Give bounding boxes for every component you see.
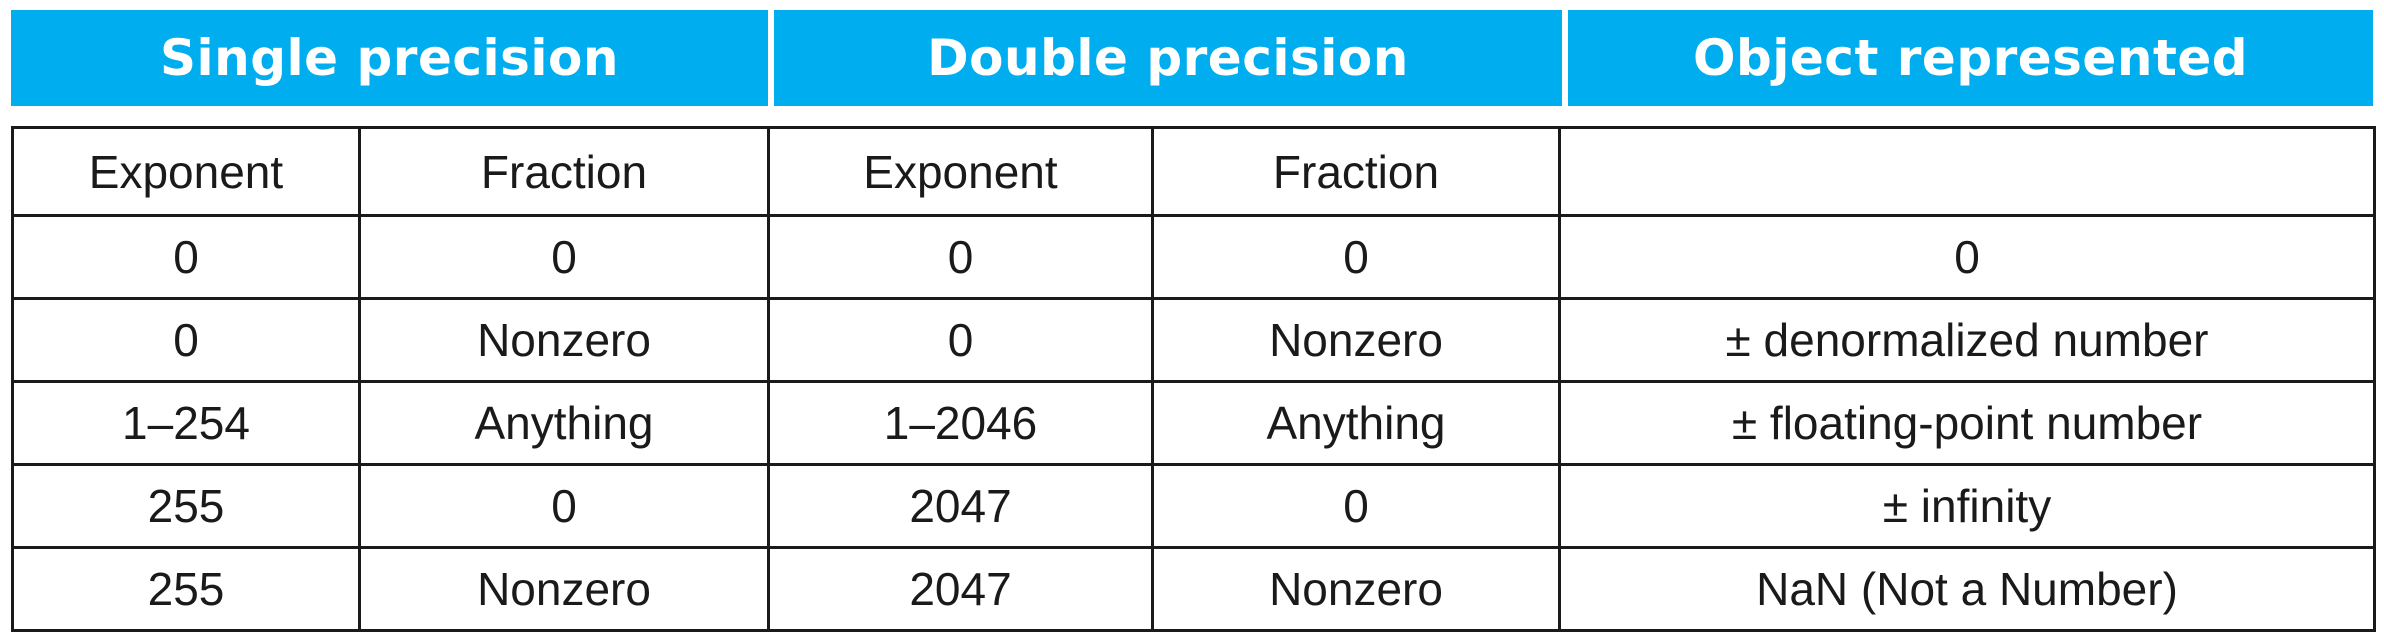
cell-double-exponent: 2047 xyxy=(767,546,1154,632)
cell-double-exponent: 0 xyxy=(767,214,1154,300)
table-row: 0 0 0 0 0 xyxy=(11,214,2376,300)
column-header-row: Exponent Fraction Exponent Fraction xyxy=(11,126,2376,217)
table-row: 1–254 Anything 1–2046 Anything ± floatin… xyxy=(11,380,2376,466)
table-group-header: Single precision Double precision Object… xyxy=(11,10,2373,106)
ieee754-encoding-table: Exponent Fraction Exponent Fraction 0 0 … xyxy=(11,126,2376,632)
cell-single-fraction: Nonzero xyxy=(358,297,770,383)
table-row: 255 Nonzero 2047 Nonzero NaN (Not a Numb… xyxy=(11,546,2376,632)
col-header-object xyxy=(1558,126,2376,217)
cell-double-exponent: 0 xyxy=(767,297,1154,383)
cell-single-fraction: Nonzero xyxy=(358,546,770,632)
col-header-single-fraction: Fraction xyxy=(358,126,770,217)
cell-single-fraction: Anything xyxy=(358,380,770,466)
cell-double-exponent: 2047 xyxy=(767,463,1154,549)
cell-double-exponent: 1–2046 xyxy=(767,380,1154,466)
cell-object: ± infinity xyxy=(1558,463,2376,549)
cell-single-fraction: 0 xyxy=(358,463,770,549)
cell-double-fraction: Anything xyxy=(1151,380,1561,466)
cell-double-fraction: 0 xyxy=(1151,214,1561,300)
table-row: 0 Nonzero 0 Nonzero ± denormalized numbe… xyxy=(11,297,2376,383)
cell-single-exponent: 1–254 xyxy=(11,380,361,466)
header-object-represented: Object represented xyxy=(1568,10,2373,106)
col-header-single-exponent: Exponent xyxy=(11,126,361,217)
cell-double-fraction: Nonzero xyxy=(1151,546,1561,632)
cell-double-fraction: Nonzero xyxy=(1151,297,1561,383)
header-single-precision: Single precision xyxy=(11,10,768,106)
col-header-double-exponent: Exponent xyxy=(767,126,1154,217)
cell-single-exponent: 0 xyxy=(11,214,361,300)
cell-single-exponent: 0 xyxy=(11,297,361,383)
cell-single-exponent: 255 xyxy=(11,463,361,549)
cell-single-fraction: 0 xyxy=(358,214,770,300)
cell-object: ± floating-point number xyxy=(1558,380,2376,466)
cell-double-fraction: 0 xyxy=(1151,463,1561,549)
cell-object: ± denormalized number xyxy=(1558,297,2376,383)
cell-object: NaN (Not a Number) xyxy=(1558,546,2376,632)
header-double-precision: Double precision xyxy=(774,10,1562,106)
table-row: 255 0 2047 0 ± infinity xyxy=(11,463,2376,549)
col-header-double-fraction: Fraction xyxy=(1151,126,1561,217)
cell-single-exponent: 255 xyxy=(11,546,361,632)
cell-object: 0 xyxy=(1558,214,2376,300)
